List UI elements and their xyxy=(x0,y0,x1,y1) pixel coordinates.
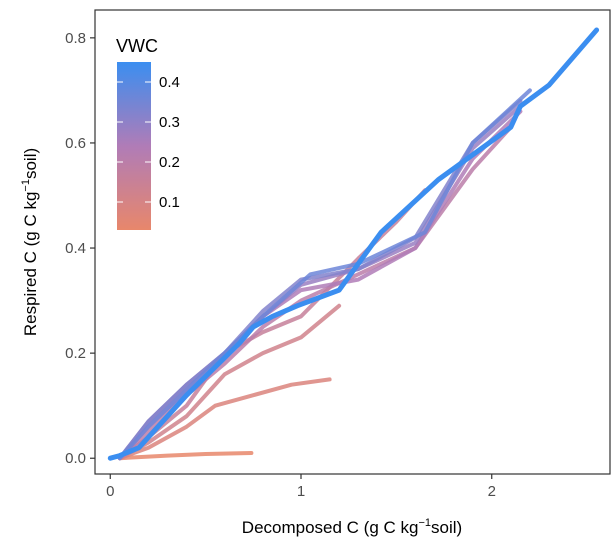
legend-tick-label: 0.1 xyxy=(159,194,180,211)
legend-title: VWC xyxy=(116,36,158,56)
y-axis-label-tail: soil) xyxy=(21,148,40,179)
y-tick-label: 0.0 xyxy=(65,450,86,467)
y-tick-label: 0.4 xyxy=(65,240,86,257)
plot-border xyxy=(94,9,611,475)
x-axis-label: Decomposed C (g C kg−1soil) xyxy=(242,517,462,537)
x-tick-label: 2 xyxy=(488,483,496,500)
series-line-1 xyxy=(117,451,254,461)
x-tick-label: 0 xyxy=(106,483,114,500)
y-axis-label-exponent: −1 xyxy=(20,179,32,192)
y-axis-label-main: Respired C (g C kg xyxy=(21,192,40,337)
legend-ticks: 0.1 0.2 0.3 0.4 xyxy=(117,74,180,211)
y-tick-label: 0.8 xyxy=(65,30,86,47)
x-axis: 0 1 2 xyxy=(106,474,496,500)
x-axis-label-tail: soil) xyxy=(431,518,462,537)
y-tick-label: 0.6 xyxy=(65,135,86,152)
series-line-3 xyxy=(117,303,342,461)
legend-colorbar xyxy=(117,62,151,230)
legend-tick-label: 0.2 xyxy=(159,154,180,171)
x-axis-label-main: Decomposed C (g C kg xyxy=(242,518,419,537)
y-tick-label: 0.2 xyxy=(65,345,86,362)
series-line-2 xyxy=(117,377,332,461)
series-line-10 xyxy=(107,27,600,461)
x-tick-label: 1 xyxy=(297,483,305,500)
legend: VWC 0.1 0.2 0.3 0.4 xyxy=(116,36,180,230)
legend-tick-label: 0.4 xyxy=(159,74,180,91)
series-line-9 xyxy=(117,88,532,461)
series-line-8 xyxy=(117,98,523,461)
series-layer xyxy=(107,27,600,461)
legend-tick-label: 0.3 xyxy=(159,114,180,131)
y-axis: 0.0 0.2 0.4 0.6 0.8 xyxy=(65,30,95,467)
x-axis-label-exponent: −1 xyxy=(418,517,431,529)
y-axis-label: Respired C (g C kg−1soil) xyxy=(20,148,40,336)
